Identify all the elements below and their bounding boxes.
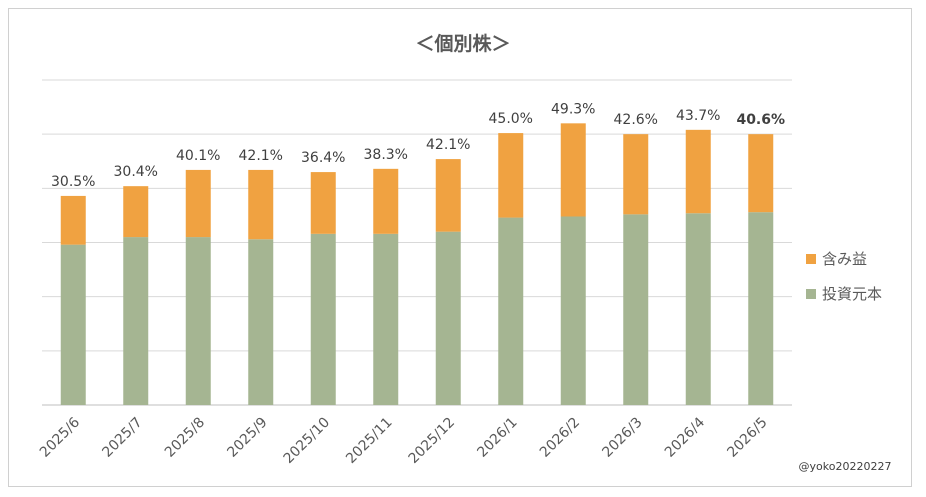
bar-segment — [248, 239, 274, 405]
legend-swatch-gain — [806, 254, 816, 264]
x-tick-label: 2026/1 — [474, 415, 520, 461]
bar-segment — [373, 233, 399, 405]
x-tick-label: 2026/4 — [662, 414, 708, 460]
bar-segment — [435, 159, 461, 232]
x-tick-label: 2025/6 — [37, 414, 83, 460]
bar-segment — [185, 237, 211, 405]
data-label: 45.0% — [489, 111, 533, 127]
legend-label-principal: 投資元本 — [822, 285, 882, 303]
data-label: 40.6% — [736, 112, 785, 128]
bar-segment — [560, 123, 586, 217]
x-tick-label: 2025/9 — [224, 415, 270, 461]
data-label: 40.1% — [176, 148, 220, 164]
data-label: 36.4% — [301, 150, 345, 166]
x-tick-label: 2025/11 — [343, 415, 395, 467]
bar-segment — [623, 214, 649, 405]
x-tick-label: 2026/5 — [724, 415, 770, 461]
x-tick-label: 2025/8 — [162, 415, 208, 461]
x-axis-ticks: 2025/6 2025/7 2025/8 2025/9 2025/10 2025/11 20… — [37, 414, 771, 467]
data-label: 38.3% — [364, 147, 408, 163]
legend: 含み益 投資元本 — [806, 250, 882, 303]
data-label: 43.7% — [676, 108, 720, 124]
bar-segment — [498, 217, 524, 405]
bar-segment — [60, 244, 86, 405]
bar-segment — [185, 169, 211, 238]
bar-segment — [623, 134, 649, 215]
legend-swatch-principal — [806, 289, 816, 299]
data-label: 30.5% — [51, 174, 95, 190]
legend-label-gain: 含み益 — [822, 250, 867, 268]
data-labels: 30.5% 30.4% 40.1% 42.1% 36.4% 38.3% 42.1% 45.0%… — [51, 101, 785, 190]
bar-segment — [60, 195, 86, 245]
data-label: 30.4% — [114, 164, 158, 180]
gridlines — [42, 79, 792, 406]
data-label: 42.1% — [426, 137, 470, 153]
bar-segment — [310, 233, 336, 405]
credit-text: @yoko20220227 — [799, 460, 892, 473]
bar-segment — [748, 134, 774, 213]
x-tick-label: 2025/12 — [406, 415, 458, 467]
bar-segment — [560, 216, 586, 405]
bar-segment — [310, 172, 336, 234]
x-tick-label: 2026/3 — [599, 415, 645, 461]
bar-segment — [685, 213, 711, 405]
bar-segment — [123, 237, 149, 405]
x-tick-label: 2025/7 — [99, 415, 145, 461]
bar-segment — [123, 186, 149, 238]
bar-segment — [685, 129, 711, 214]
bar-segment — [373, 168, 399, 234]
bar-segment — [748, 212, 774, 405]
bars — [60, 123, 774, 405]
data-label: 42.1% — [239, 148, 283, 164]
bar-segment — [498, 133, 524, 218]
bar-segment — [435, 231, 461, 405]
data-label: 42.6% — [614, 112, 658, 128]
chart-title: ＜個別株＞ — [415, 32, 510, 55]
x-tick-label: 2026/2 — [537, 415, 583, 461]
data-label: 49.3% — [551, 101, 595, 117]
bar-segment — [248, 169, 274, 240]
x-tick-label: 2025/10 — [281, 415, 333, 467]
